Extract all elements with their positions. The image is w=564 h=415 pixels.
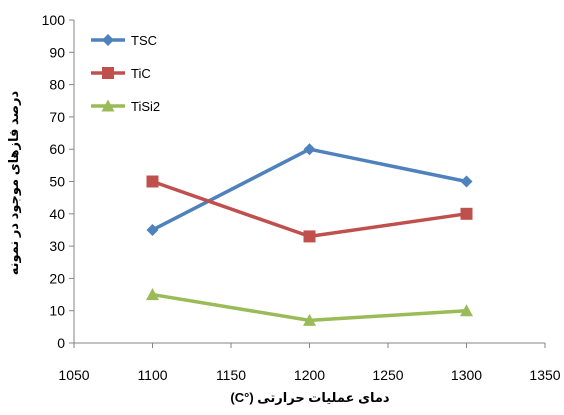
y-axis-title: درصد فازهای موجود در نمونه [6,90,21,275]
x-tick-label: 1350 [529,367,560,383]
y-tick-label: 30 [49,238,65,254]
series-line-tic [151,179,467,239]
y-tick-label: 0 [57,335,65,351]
y-tick-label: 60 [49,141,65,157]
x-tick-label: 1200 [294,367,325,383]
legend: TSC TiC TiSi2 [91,33,160,114]
x-tick-label: 1300 [451,367,482,383]
data-point-tsc [460,175,473,188]
x-tick-label: 1250 [372,367,403,383]
x-tick-label: 1050 [58,367,89,383]
y-tick-label: 50 [49,174,65,190]
data-point-tsc [303,143,316,156]
y-tick-label: 70 [49,109,65,125]
legend-marker-tsc [102,34,114,46]
legend-label-tsc: TSC [131,33,157,48]
data-point-tisi2 [303,313,316,326]
axes: 0 10 20 30 40 50 60 70 80 90 100 1050 1100 1150 1200 12… [42,12,561,383]
data-point-tic [146,175,159,188]
y-tick-label: 90 [49,44,65,60]
data-point-tic [303,230,316,243]
data-point-tisi2 [460,304,473,317]
legend-marker-tic [102,67,114,79]
y-tick-label: 40 [49,206,65,222]
data-point-tsc [146,223,159,236]
y-tick-label: 10 [49,303,65,319]
legend-item-tsc: TSC [91,33,157,48]
legend-item-tisi2: TiSi2 [91,99,160,114]
series-tsc [146,143,473,236]
legend-marker-tisi2 [101,99,115,112]
y-tick-label: 80 [49,77,65,93]
x-axis-title: دمای عملیات حرارتی (°C) [230,390,390,405]
series-tisi2 [146,288,473,326]
series-line-tsc [151,147,467,232]
data-point-tic [460,207,473,220]
series-layer [146,143,473,326]
x-tick-label: 1150 [216,367,246,383]
legend-label-tic: TiC [131,66,151,81]
legend-item-tic: TiC [91,66,151,81]
y-tick-label: 20 [49,270,65,286]
y-tick-label: 100 [42,12,66,28]
series-tic [146,175,473,243]
data-point-tisi2 [146,288,159,301]
legend-label-tisi2: TiSi2 [131,99,160,114]
x-tick-label: 1100 [137,367,167,383]
